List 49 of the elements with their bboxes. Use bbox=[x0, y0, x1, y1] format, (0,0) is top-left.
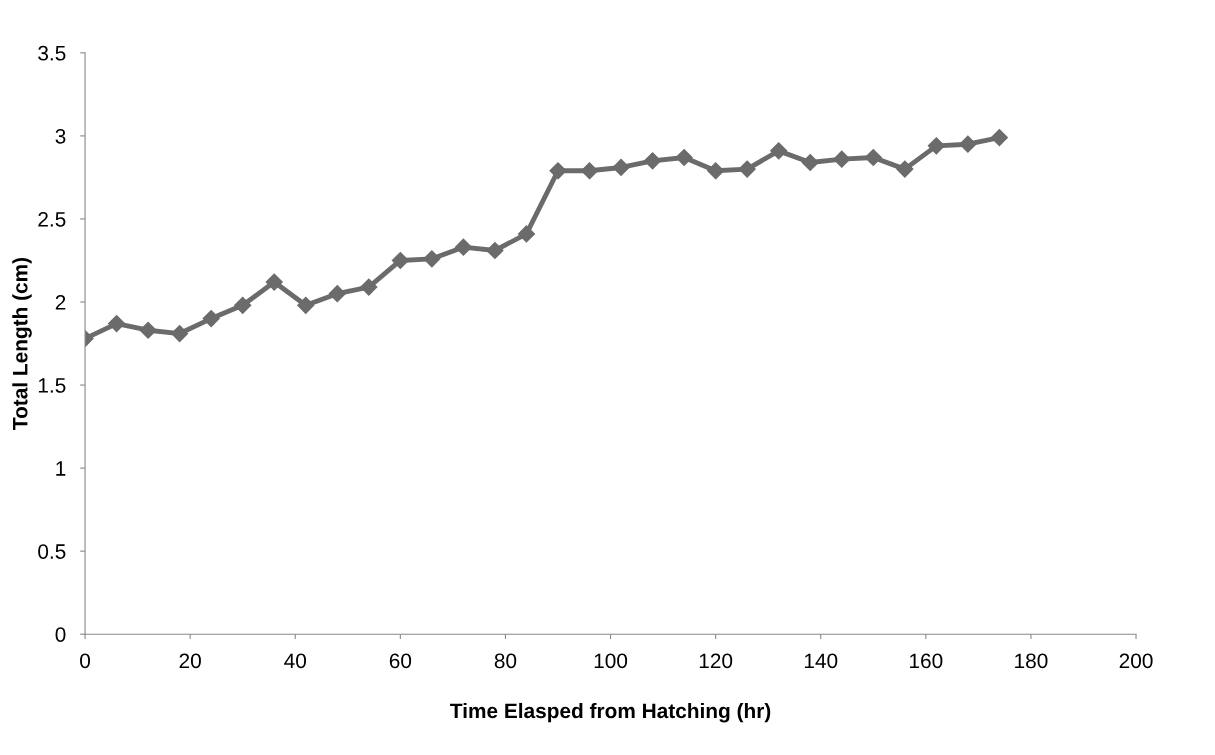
point bbox=[707, 162, 725, 180]
y-tick-label: 2.5 bbox=[38, 211, 66, 227]
x-tick-label: 160 bbox=[910, 653, 943, 669]
point bbox=[423, 250, 441, 268]
point bbox=[517, 225, 536, 243]
point bbox=[612, 158, 630, 177]
point bbox=[770, 142, 788, 160]
y-tick-label: 3.5 bbox=[38, 45, 66, 61]
point bbox=[234, 296, 252, 314]
x-tick-label: 120 bbox=[699, 653, 733, 669]
x-tick-label: 80 bbox=[494, 653, 517, 669]
y-tick-label: 0 bbox=[55, 627, 66, 642]
x-tick-label: 140 bbox=[804, 653, 838, 669]
point bbox=[959, 135, 977, 153]
y-tick-label: 2 bbox=[55, 295, 66, 310]
x-tick-label: 0 bbox=[80, 653, 91, 669]
point bbox=[486, 241, 504, 260]
y-tick-label: 1.5 bbox=[38, 378, 66, 393]
point bbox=[328, 285, 346, 303]
x-tick-label: 100 bbox=[594, 653, 628, 669]
point bbox=[139, 321, 157, 339]
x-tick-label: 180 bbox=[1015, 653, 1048, 669]
point bbox=[265, 273, 283, 291]
point bbox=[864, 148, 882, 167]
x-axis-title: Time Elasped from Hatching (hr) bbox=[450, 702, 771, 723]
point bbox=[549, 162, 567, 180]
point bbox=[108, 315, 126, 333]
x-tick-label: 40 bbox=[284, 653, 307, 669]
point bbox=[927, 137, 945, 155]
point bbox=[801, 153, 819, 172]
point bbox=[738, 160, 756, 178]
point bbox=[171, 325, 189, 343]
point bbox=[833, 150, 851, 168]
point bbox=[644, 152, 662, 170]
y-tick-label: 0.5 bbox=[38, 544, 66, 559]
point bbox=[360, 278, 378, 296]
y-axis-title: Total Length (cm) bbox=[12, 257, 32, 430]
x-tick-label: 60 bbox=[389, 653, 412, 669]
point bbox=[675, 148, 693, 167]
x-tick-label: 200 bbox=[1119, 653, 1153, 669]
point bbox=[297, 296, 315, 314]
point bbox=[454, 238, 472, 256]
point bbox=[202, 310, 220, 328]
y-tick-label: 1 bbox=[56, 461, 66, 476]
y-tick-label: 3 bbox=[55, 128, 66, 144]
x-tick-label: 20 bbox=[179, 653, 201, 669]
point bbox=[990, 129, 1008, 147]
point bbox=[896, 160, 914, 178]
point bbox=[391, 251, 409, 270]
